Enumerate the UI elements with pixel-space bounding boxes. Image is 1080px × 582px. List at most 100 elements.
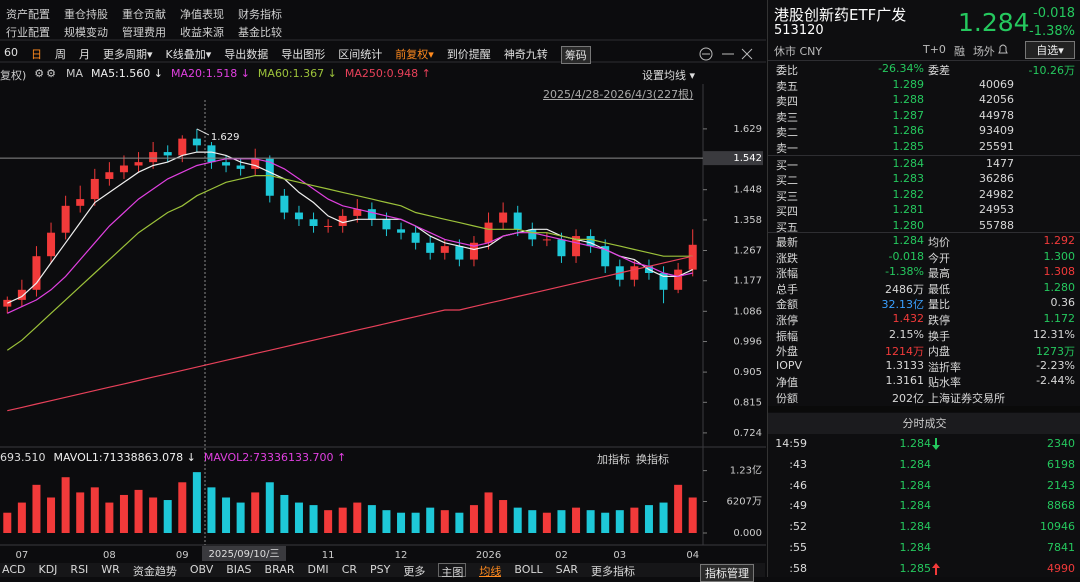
indicator-tab[interactable]: CR <box>341 563 358 576</box>
order-book-row: 买四 1.281 24953 <box>768 203 1080 218</box>
toolbar-item[interactable]: 日 <box>31 48 42 61</box>
indicator-tab[interactable]: RSI <box>70 563 89 576</box>
toolbar-item[interactable]: K线叠加▾ <box>165 48 212 61</box>
menu-item[interactable]: 行业配置 <box>6 26 50 39</box>
cell: 卖四 <box>776 95 798 109</box>
cell: 1.285 <box>892 139 925 153</box>
legend-title: MA <box>66 67 84 80</box>
y-tick-label: 1.267 <box>733 245 762 256</box>
cell: 0.36 <box>1050 296 1076 310</box>
indicator-tab[interactable]: OBV <box>189 563 214 576</box>
status: 休市 CNY <box>774 45 823 58</box>
indicator-tab[interactable]: PSY <box>370 563 391 576</box>
indicator-tab[interactable]: KDJ <box>38 563 58 576</box>
toolbar: 60 日周月更多周期▾ K线叠加▾ 导出数据 导出图形 区间统计 前复权▾ 到价提醒 神奇九转筹… <box>4 46 591 64</box>
menu-item[interactable]: 资产配置 <box>6 8 50 21</box>
indicator-button[interactable]: 加指标 <box>597 453 630 466</box>
legend-entry: MAVOL2:73336133.700 ↑ <box>203 451 347 464</box>
cell: :46 <box>789 478 807 492</box>
menu-item[interactable]: 收益来源 <box>180 26 224 39</box>
volume-bar <box>630 507 639 533</box>
toolbar-item[interactable]: 前复权▾ <box>395 48 434 61</box>
menu-item[interactable]: 基金比较 <box>238 26 282 39</box>
cell: :43 <box>789 457 807 471</box>
toolbar-item[interactable]: 筹码 <box>560 46 591 64</box>
volume-bar <box>528 510 537 533</box>
cell: 1.300 <box>1043 249 1076 263</box>
cell: 1477 <box>986 157 1014 170</box>
indicator-tab[interactable]: SAR <box>555 563 578 576</box>
x-tick-label: 02 <box>555 550 568 561</box>
cell: 4990 <box>1047 561 1075 575</box>
volume-bar <box>149 497 158 533</box>
toolbar-item[interactable]: 到价提醒 <box>446 48 491 61</box>
toolbar-item[interactable]: 导出图形 <box>281 48 326 61</box>
volume-bar <box>688 497 697 533</box>
cell: 上海证券交易所 <box>928 392 1005 405</box>
candle-body <box>76 199 85 206</box>
cell: 1.284 <box>892 234 925 247</box>
indicator-tab[interactable]: BOLL <box>514 563 543 576</box>
cell: 均价 <box>928 236 950 249</box>
indicator-tab[interactable]: 更多 <box>403 565 426 578</box>
toolbar-item[interactable]: 区间统计 <box>338 48 383 61</box>
cell: 委差 <box>928 64 950 77</box>
volume-bar <box>222 497 231 533</box>
stats-row: 振幅 2.15% 换手 12.31% <box>768 328 1080 343</box>
menu-item[interactable]: 财务指标 <box>238 8 282 21</box>
cell: 涨幅 <box>776 267 798 281</box>
menu-item[interactable]: 管理费用 <box>122 26 166 39</box>
indicator-tab[interactable]: 资金趋势 <box>132 565 177 578</box>
chart-area: 2025/09/10/三 1.629 1.448 1.358 1.267 1.177 1.… <box>0 39 766 561</box>
trade-row: 14:59 1.284 2340 <box>768 437 1080 452</box>
indicator-tab[interactable]: ACD <box>2 563 26 576</box>
indicator-button[interactable]: 换指标 <box>636 453 669 466</box>
cell: 贴水率 <box>928 376 961 390</box>
menu-item[interactable]: 重仓贡献 <box>122 8 166 21</box>
volume-bar <box>324 510 333 533</box>
indicator-tab[interactable]: BRAR <box>264 563 295 576</box>
indicator-tab[interactable]: 均线 <box>479 565 502 578</box>
indicator-tab[interactable]: BIAS <box>226 563 252 576</box>
cell: 今开 <box>928 251 950 265</box>
candle-body <box>280 195 289 213</box>
x-tick-label: 07 <box>16 550 29 561</box>
volume-bar <box>513 507 522 533</box>
toolbar-item[interactable]: 60 <box>4 46 18 59</box>
quote-panel: 港股创新药ETF广发 513120 1.284 -0.018 -1.38% 休市… <box>767 0 1080 577</box>
indicator-tab[interactable]: 更多指标 <box>591 565 635 578</box>
volume-bar <box>119 494 128 533</box>
candle-body <box>572 236 581 257</box>
indicator-manage[interactable]: 指标管理 <box>700 564 754 582</box>
watch-button[interactable]: 自选▾ <box>1025 41 1075 59</box>
crosshair-date: 2025/09/10/三 <box>208 549 279 560</box>
volume-bar <box>426 507 435 533</box>
toolbar-item[interactable]: 周 <box>55 48 66 61</box>
indicator-tab[interactable]: DMI <box>307 563 329 576</box>
bell-icon[interactable] <box>996 42 1010 56</box>
cell: 1.286 <box>892 124 925 138</box>
indicator-tab[interactable]: 主图 <box>438 563 467 579</box>
toolbar-item[interactable]: 更多周期▾ <box>103 48 153 61</box>
candle-body <box>397 229 406 233</box>
cell: 8868 <box>1047 499 1075 513</box>
ma-settings[interactable]: 设置均线 ▾ <box>642 69 696 82</box>
indicator-tab[interactable]: WR <box>101 563 120 576</box>
menu-item[interactable]: 重仓持股 <box>64 8 108 21</box>
toolbar-item[interactable]: 导出数据 <box>224 48 269 61</box>
menu-item[interactable]: 净值表现 <box>180 8 224 21</box>
cell: -2.44% <box>1036 374 1075 388</box>
volume-bar <box>499 500 508 533</box>
cell: 2143 <box>1047 478 1075 492</box>
candle-body <box>134 162 143 166</box>
cell: 1273万 <box>1036 345 1075 359</box>
candle-body <box>309 219 318 226</box>
cell: -2.23% <box>1036 358 1075 372</box>
stats-row: 总手 2486万 最低 1.280 <box>768 281 1080 296</box>
toolbar-item[interactable]: 月 <box>79 48 90 61</box>
trade-row: :43 1.284 6198 <box>768 458 1080 473</box>
volume-bar <box>17 502 26 533</box>
toolbar-item[interactable]: 神奇九转 <box>503 48 548 61</box>
menu-item[interactable]: 规模变动 <box>64 26 108 39</box>
legend-prefix: 复权) <box>0 69 27 82</box>
